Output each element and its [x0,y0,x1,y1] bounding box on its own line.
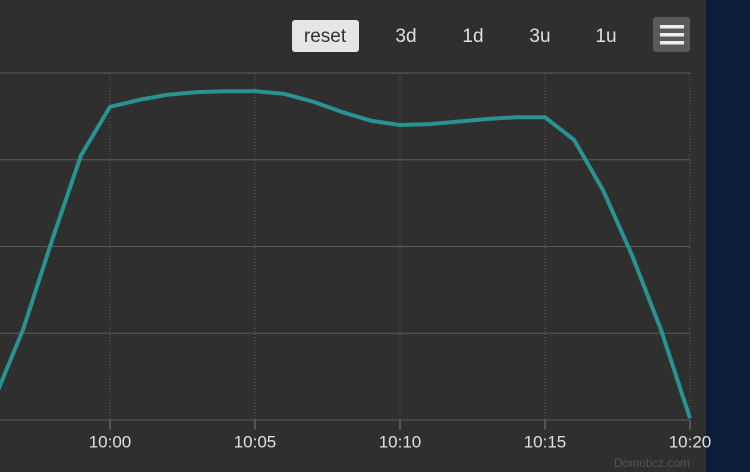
button-bg[interactable] [292,20,359,52]
x-tick-label: 10:05 [234,432,277,451]
menu-bar [660,41,684,45]
menu-bar [660,25,684,29]
button-label[interactable]: 3u [529,26,550,47]
toolbar: reset 3d 1d 3u 1u [292,20,617,52]
button-label[interactable]: 1u [595,26,616,47]
chart-background [0,0,706,472]
button-label[interactable]: 3d [395,26,416,47]
menu-button[interactable] [653,17,690,52]
button-label[interactable]: 1d [462,26,483,47]
button-label[interactable]: reset [304,26,347,47]
credit: Domoticz.com [614,456,690,470]
menu-bar [660,33,684,37]
side-panel [706,0,750,472]
x-tick-label: 10:15 [524,432,567,451]
x-tick-label: 10:10 [379,432,422,451]
x-tick-label: 10:00 [89,432,132,451]
x-tick-label: 10:20 [669,432,712,451]
data-line [0,89,692,419]
